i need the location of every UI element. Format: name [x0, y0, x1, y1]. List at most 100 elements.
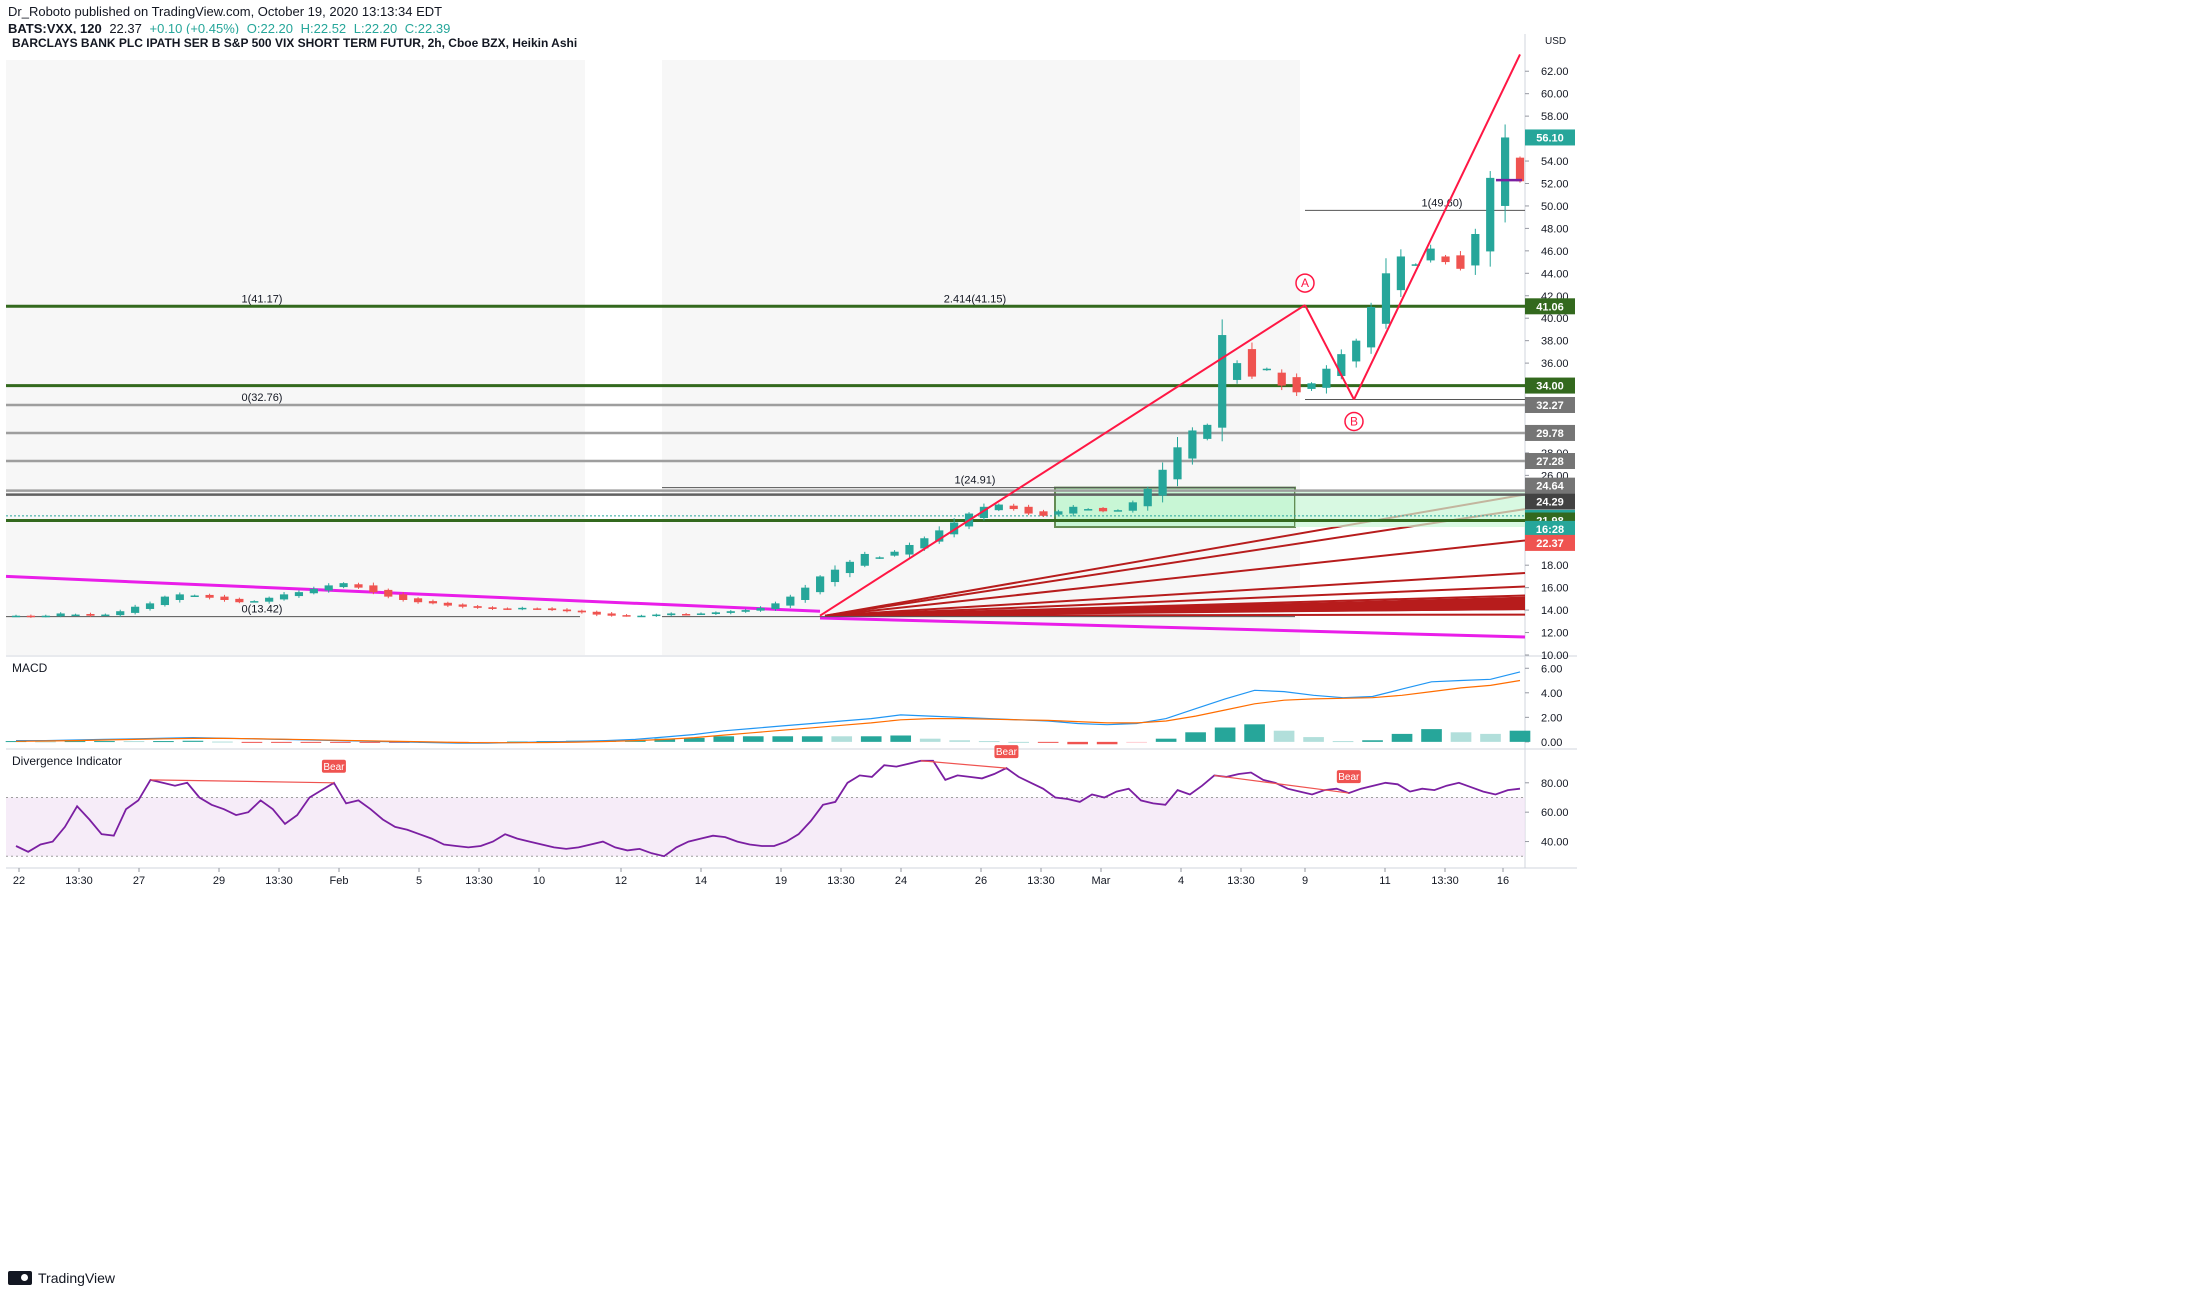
candle-body: [1307, 383, 1316, 389]
candle-body: [488, 607, 497, 609]
candle-body: [652, 614, 661, 617]
candle-body: [816, 576, 825, 593]
time-tick-label: 13:30: [1227, 875, 1255, 887]
candle-body: [250, 601, 259, 603]
candle-body: [1158, 469, 1167, 496]
macd-histogram-bar: [713, 736, 735, 742]
price-tick-label: 54.00: [1541, 156, 1569, 168]
ab-leg-line: [1304, 304, 1355, 400]
ohlc-low: L:22.20: [353, 21, 398, 36]
candle-body: [637, 615, 646, 618]
price-tick-label: 44.00: [1541, 268, 1569, 280]
ab-leg-line: [1353, 53, 1521, 400]
price-tick-label: 36.00: [1541, 358, 1569, 370]
divergence-line: [920, 760, 1007, 769]
candle-body: [86, 614, 95, 616]
macd-histogram-bar: [919, 738, 941, 742]
time-tick-label: 9: [1302, 875, 1308, 887]
candle-body: [518, 607, 527, 610]
candle-body: [1098, 507, 1108, 512]
price-tick-label: 18.00: [1541, 560, 1569, 572]
candle-body: [711, 612, 720, 615]
macd-histogram-bar: [1096, 741, 1118, 745]
publisher-text: Dr_Roboto published on TradingView.com, …: [8, 4, 443, 19]
candle-body: [279, 594, 289, 600]
price-tag-label: 34.00: [1536, 381, 1564, 393]
candle-body: [413, 598, 423, 603]
macd-histogram-bar: [271, 741, 292, 743]
candle-body: [890, 551, 899, 556]
candle-body: [1352, 340, 1361, 362]
candle-body: [190, 595, 199, 597]
candle-body: [458, 604, 467, 607]
candle-body: [1366, 306, 1376, 348]
time-tick-label: 5: [416, 875, 422, 887]
bear-label: Bear: [323, 762, 345, 773]
candle-body: [354, 584, 363, 588]
macd-histogram-bar: [182, 740, 204, 742]
price-tick-label: 48.00: [1541, 223, 1569, 235]
session-band: [6, 60, 585, 655]
macd-histogram-bar: [241, 741, 263, 743]
macd-histogram-bar: [1480, 733, 1501, 742]
candle-body: [905, 544, 914, 555]
time-tick-label: 13:30: [465, 875, 493, 887]
price-tag: [1525, 129, 1575, 146]
price-tag-label: 27.28: [1536, 456, 1564, 468]
candle-body: [1292, 377, 1301, 393]
candle-body: [1084, 509, 1093, 511]
candle-body: [1501, 137, 1510, 206]
level-label: 0(32.76): [242, 392, 283, 404]
candle-body: [547, 608, 557, 611]
candle-body: [1411, 264, 1420, 266]
candle-body: [667, 613, 676, 616]
candle-body: [801, 587, 810, 600]
candle-body: [473, 606, 482, 608]
candle-body: [1173, 447, 1182, 480]
candle-body: [622, 615, 631, 617]
candle-body: [1262, 368, 1271, 371]
bear-label: Bear: [996, 747, 1018, 758]
price-tick-label: 10.00: [1541, 650, 1569, 662]
price-tag-label: 22.37: [1536, 538, 1564, 550]
candle-body: [1232, 363, 1242, 380]
candle-body: [592, 611, 601, 615]
candle-body: [41, 615, 50, 618]
macd-histogram-bar: [1509, 730, 1531, 742]
last-price: 22.37: [109, 21, 142, 36]
price-tag-label: 41.06: [1536, 301, 1564, 313]
macd-histogram-bar: [1421, 729, 1442, 742]
macd-tick-label: 6.00: [1541, 663, 1562, 675]
price-tick-label: 58.00: [1541, 111, 1569, 123]
macd-histogram-bar: [1155, 738, 1177, 742]
macd-histogram-bar: [1303, 737, 1324, 742]
osc-tick-label: 40.00: [1541, 837, 1569, 849]
macd-histogram-bar: [1185, 732, 1206, 742]
time-tick-label: 4: [1178, 875, 1184, 887]
price-tick-label: 52.00: [1541, 178, 1569, 190]
macd-histogram-bar: [801, 736, 823, 742]
candle-body: [1426, 248, 1435, 261]
time-tick-label: 13:30: [1431, 875, 1459, 887]
tradingview-logo-icon: [8, 1271, 32, 1285]
price-tag: [1525, 534, 1575, 551]
fan-fill: [825, 596, 1525, 616]
bear-label: Bear: [1338, 772, 1360, 783]
macd-histogram-bar: [1214, 727, 1236, 742]
macd-title: MACD: [12, 661, 48, 675]
candle-body: [1322, 368, 1331, 388]
macd-histogram-bar: [1391, 733, 1413, 742]
symbol-name[interactable]: BATS:VXX, 120: [8, 21, 102, 36]
candle-body: [1069, 506, 1078, 514]
fan-line: [824, 539, 1526, 617]
pattern-point-label: A: [1301, 276, 1309, 290]
time-tick-label: 14: [695, 875, 707, 887]
macd-histogram-bar: [1362, 740, 1383, 742]
candle-body: [920, 538, 929, 549]
candle-body: [265, 597, 274, 602]
time-tick-label: Mar: [1092, 875, 1111, 887]
ab-leg-line: [819, 304, 1306, 617]
ohlc-close: C:22.39: [404, 21, 451, 36]
candle-body: [756, 607, 765, 611]
